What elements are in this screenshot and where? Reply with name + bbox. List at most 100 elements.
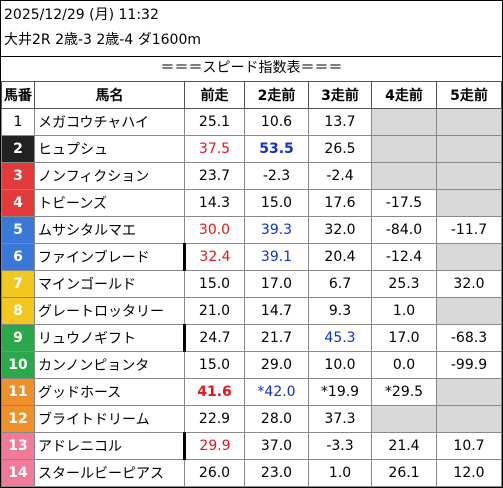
speed-index-cell: 26.1 [371,459,437,487]
horse-name: アドレニコル [34,432,186,460]
speed-index-cell: 21.7 [244,324,309,352]
speed-index-cell: 17.6 [308,189,372,217]
speed-index-cell: -84.0 [371,216,437,244]
speed-index-cell: 53.5 [244,135,309,163]
speed-index-cell [436,378,502,406]
horse-number: 5 [1,216,35,244]
speed-index-cell: 28.0 [244,405,309,433]
speed-index-cell: 14.7 [244,297,309,325]
horse-row: 14 スタールビーピアス 26.0 23.0 1.0 26.1 12.0 [1,459,502,487]
speed-index-cell: 32.0 [436,270,502,298]
speed-index-cell: 21.4 [371,432,437,460]
horse-number: 10 [1,351,35,379]
horse-number: 11 [1,378,35,406]
horse-name: ファインブレード [34,243,186,271]
col-header-number: 馬番 [1,81,35,109]
table-title: ＝＝＝スピード指数表＝＝＝ [1,57,502,80]
speed-index-cell: 21.0 [184,297,245,325]
speed-index-cell: -68.3 [436,324,502,352]
horse-name: メガコウチャハイ [34,108,185,136]
horse-row: 11 グッドホース 41.6 *42.0 *19.9 *29.5 [1,378,502,406]
horse-row: 3 ノンフィクション 23.7 -2.3 -2.4 [1,162,502,190]
speed-index-cell: 15.0 [244,189,309,217]
speed-index-cell: 39.1 [244,243,309,271]
speed-index-cell: 15.0 [184,270,245,298]
horse-row: 2 ヒュプシュ 37.5 53.5 26.5 [1,135,502,163]
speed-index-cell [436,189,502,217]
speed-index-cell: 37.3 [308,405,372,433]
speed-index-cell: *29.5 [371,378,437,406]
horse-row: 9 リュウノギフト 24.7 21.7 45.3 17.0 -68.3 [1,324,502,352]
horse-row: 13 アドレニコル 29.9 37.0 -3.3 21.4 10.7 [1,432,502,460]
horse-number: 13 [1,432,35,460]
speed-index-cell [371,108,437,136]
speed-index-cell [436,135,502,163]
header-row: 馬番 馬名 前走 2走前 3走前 4走前 5走前 [1,81,502,109]
speed-index-cell: 45.3 [308,324,372,352]
horse-name: グッドホース [34,378,185,406]
speed-index-cell: 41.6 [184,378,245,406]
horse-name: スタールビーピアス [34,459,185,487]
speed-index-cell [436,162,502,190]
speed-index-cell: -2.3 [244,162,309,190]
col-header-5th: 5走前 [436,81,502,109]
horse-name: グレートロッタリー [34,297,185,325]
horse-number: 3 [1,162,35,190]
speed-index-cell: 37.0 [244,432,309,460]
horse-number: 2 [1,135,35,163]
speed-index-cell: 37.5 [184,135,245,163]
speed-index-cell: *19.9 [308,378,372,406]
horse-number: 12 [1,405,35,433]
speed-index-cell: *42.0 [244,378,309,406]
speed-index-cell: 10.6 [244,108,309,136]
horse-number: 6 [1,243,35,271]
speed-index-cell: 26.5 [308,135,372,163]
speed-index-cell: 39.3 [244,216,309,244]
horse-row: 1 メガコウチャハイ 25.1 10.6 13.7 [1,108,502,136]
speed-index-cell: 17.0 [371,324,437,352]
horse-number: 4 [1,189,35,217]
horse-row: 10 カンノンピョンタ 15.0 29.0 10.0 0.0 -99.9 [1,351,502,379]
col-header-3rd: 3走前 [308,81,372,109]
speed-index-cell: 0.0 [371,351,437,379]
speed-index-cell: -17.5 [371,189,437,217]
datetime-label: 2025/12/29 (月) 11:32 [4,7,159,23]
horse-name: マインゴールド [34,270,185,298]
speed-index-cell: 17.0 [244,270,309,298]
speed-index-cell: 15.0 [184,351,245,379]
speed-index-cell: 9.3 [308,297,372,325]
speed-index-cell: 1.0 [308,459,372,487]
speed-index-cell: -99.9 [436,351,502,379]
horse-row: 4 トビーンズ 14.3 15.0 17.6 -17.5 [1,189,502,217]
horse-number: 1 [1,108,35,136]
speed-index-cell [371,405,437,433]
speed-index-cell: 22.9 [184,405,245,433]
col-header-2nd: 2走前 [244,81,309,109]
speed-index-cell: 23.0 [244,459,309,487]
speed-index-table: 馬番 馬名 前走 2走前 3走前 4走前 5走前 1 メガコウチャハイ 25.1 10.6 13.7… [1,81,502,487]
col-header-last: 前走 [184,81,245,109]
speed-index-cell: 1.0 [371,297,437,325]
divider-top [0,56,501,57]
speed-index-cell: -3.3 [308,432,372,460]
horse-number: 14 [1,459,35,487]
speed-index-cell: 30.0 [184,216,245,244]
speed-index-cell: -11.7 [436,216,502,244]
horse-row: 12 ブライトドリーム 22.9 28.0 37.3 [1,405,502,433]
speed-index-cell [436,243,502,271]
horse-row: 7 マインゴールド 15.0 17.0 6.7 25.3 32.0 [1,270,502,298]
speed-index-cell: 13.7 [308,108,372,136]
horse-name: リュウノギフト [34,324,186,352]
horse-name: ブライトドリーム [34,405,185,433]
speed-index-cell [371,162,437,190]
col-header-name: 馬名 [34,81,185,109]
speed-index-cell: 20.4 [308,243,372,271]
horse-number: 9 [1,324,35,352]
speed-index-cell: -12.4 [371,243,437,271]
speed-index-cell: 29.0 [244,351,309,379]
speed-index-cell: 10.7 [436,432,502,460]
horse-number: 7 [1,270,35,298]
speed-index-cell: 25.1 [184,108,245,136]
speed-index-cell: 32.0 [308,216,372,244]
speed-index-cell: 29.9 [184,432,245,460]
